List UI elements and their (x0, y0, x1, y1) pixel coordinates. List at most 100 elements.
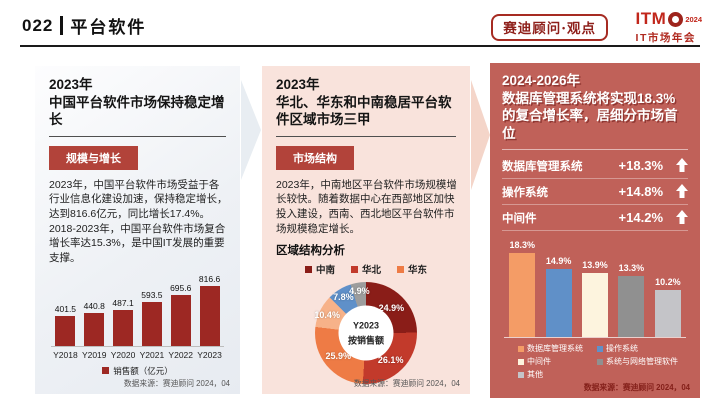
stat-value: +14.8% (618, 184, 663, 200)
panel-segment-forecast: 2024-2026年 数据库管理系统将实现18.3%的复合增长率，居细分市场首位… (490, 63, 700, 398)
sales-x-label: Y2021 (139, 349, 165, 360)
sales-bar (199, 285, 220, 346)
sales-x-labels: Y2018 Y2019 Y2020 Y2021 Y2022 Y2023 (51, 350, 224, 360)
sales-bar-group: 487.1 (109, 298, 138, 346)
growth-bar-value: 18.3% (509, 240, 535, 251)
growth-bar (618, 276, 645, 338)
legend-swatch (597, 358, 603, 365)
growth-bars: 18.3% 14.9% 13.9% 13.3% 10.2% (504, 240, 686, 339)
slide-header: 022 平台软件 (22, 13, 146, 38)
growth-bar-chart: 18.3% 14.9% 13.9% 13.3% 10.2% 数据库管理系统 中间件 其他 操作… (504, 240, 686, 380)
growth-bar (545, 268, 572, 338)
growth-bar (509, 253, 536, 338)
legend-swatch (597, 345, 603, 352)
sales-legend: 销售额（亿元） (51, 365, 224, 377)
growth-legend-item: 其他 (518, 369, 583, 380)
donut-slice-label: 4.9% (349, 285, 370, 296)
title-underline (49, 135, 226, 137)
sales-x-label: Y2018 (53, 349, 78, 360)
title-underline (502, 149, 688, 151)
header-divider (60, 16, 64, 35)
legend-swatch (304, 265, 312, 273)
sales-bar (141, 302, 162, 346)
stat-value: +14.2% (618, 210, 663, 226)
growth-bar-group: 13.3% (613, 263, 649, 338)
panel-body-text: 2023年，中南地区平台软件市场规模增长较快。随着数据中心在西部地区加快投入建设… (276, 178, 457, 235)
sales-bar-value: 401.5 (54, 304, 77, 315)
sales-bar-group: 440.8 (80, 301, 109, 346)
growth-bar (654, 290, 681, 338)
legend-label: 中南 (315, 265, 335, 277)
tag-market-structure: 市场结构 (276, 145, 354, 170)
sales-x-label: Y2022 (168, 349, 194, 360)
stat-label: 操作系统 (502, 186, 548, 199)
legend-swatch (102, 367, 110, 375)
data-source-note: 数据来源：赛迪顾问 2024，04 (123, 379, 230, 388)
legend-label: 其他 (527, 370, 543, 380)
growth-legend-item: 中间件 (518, 356, 583, 367)
up-arrow-icon (675, 158, 688, 173)
region-legend: 中南 华北 华东 (262, 262, 470, 276)
legend-swatch (518, 358, 524, 365)
legend-label: 系统与网络管理软件 (606, 357, 678, 367)
donut-slice-label: 26.1% (377, 354, 404, 365)
tag-scale-growth: 规模与增长 (49, 145, 138, 170)
legend-label: 中间件 (527, 357, 551, 367)
sales-bar-value: 816.6 (198, 273, 221, 284)
donut-slice-label: 25.9% (325, 351, 352, 362)
sales-bar-group: 816.6 (195, 274, 224, 346)
sales-x-label: Y2023 (197, 349, 222, 360)
sales-bar-group: 593.5 (137, 290, 166, 346)
data-source-note: 数据来源：赛迪顾问 2024，04 (353, 379, 460, 388)
sales-bar-group: 401.5 (51, 304, 80, 346)
legend-swatch (350, 265, 358, 273)
itmc-logo-text: ITM (635, 9, 667, 28)
growth-bar-group: 13.9% (577, 260, 613, 338)
panel-market-growth: 2023年 中国平台软件市场保持稳定增长 规模与增长 2023年，中国平台软件市… (35, 66, 240, 394)
page-number: 022 (22, 15, 54, 35)
panel-title: 2024-2026年 数据库管理系统将实现18.3%的复合增长率，居细分市场首位 (502, 73, 678, 141)
sales-x-label: Y2019 (81, 349, 107, 360)
legend-label: 数据库管理系统 (527, 344, 583, 354)
region-legend-item: 华北 (350, 262, 381, 277)
sales-bars: 401.5 440.8 487.1 593.5 695.6 816.6 (51, 270, 224, 347)
sales-bar (84, 313, 105, 346)
legend-label: 华北 (361, 265, 381, 277)
data-source-note: 数据来源：赛迪顾问 2024，04 (583, 383, 690, 392)
legend-swatch (518, 345, 524, 352)
sales-bar-value: 695.6 (170, 282, 192, 293)
region-donut-chart: 24.9% 26.1% 25.9% 10.4% 7.8% 4.9% Y2023 按销售额 (314, 282, 417, 385)
region-legend-item: 华东 (397, 262, 427, 276)
growth-bar (582, 273, 609, 338)
growth-bar-value: 13.9% (582, 260, 608, 271)
legend-label: 华东 (408, 265, 428, 277)
legend-swatch (518, 371, 524, 378)
panel-body-text: 2023年，中国平台软件市场受益于各行业信息化建设加速，保持稳定增长，达到816… (49, 178, 228, 265)
growth-bar-value: 13.3% (618, 263, 645, 274)
donut-slice-label: 7.8% (333, 291, 354, 302)
region-donut: 24.9% 26.1% 25.9% 10.4% 7.8% 4.9% (314, 282, 417, 385)
stat-value: +18.3% (618, 158, 663, 174)
page-title: 平台软件 (70, 18, 147, 37)
sales-bar (113, 309, 134, 346)
up-arrow-icon (675, 210, 688, 225)
sales-bar-value: 593.5 (141, 290, 163, 301)
growth-bar-group: 10.2% (650, 277, 686, 338)
region-legend-item: 中南 (304, 262, 335, 277)
sales-x-label: Y2020 (110, 349, 136, 360)
itmc-circle-icon (668, 11, 684, 27)
growth-bar-value: 14.9% (545, 255, 572, 266)
up-arrow-icon (675, 184, 688, 199)
panel-market-structure: 2023年 华北、华东和中南稳居平台软件区域市场三甲 市场结构 2023年，中南… (262, 66, 470, 394)
region-chart-heading: 区域结构分析 (276, 245, 345, 258)
title-underline (276, 135, 456, 137)
growth-legend-item: 系统与网络管理软件 (597, 356, 678, 367)
ccid-viewpoint-badge: 赛迪顾问·观点 (491, 14, 608, 41)
stat-label: 中间件 (502, 212, 537, 225)
sales-bar (170, 294, 191, 346)
donut-center-label: Y2023 按销售额 (338, 305, 394, 361)
legend-label: 销售额（亿元） (113, 365, 173, 376)
panel-title: 2023年 华北、华东和中南稳居平台软件区域市场三甲 (276, 77, 452, 128)
sales-bar-chart: 401.5 440.8 487.1 593.5 695.6 816.6 Y2018 Y201… (51, 270, 224, 377)
stat-row-os: 操作系统 +14.8% (502, 179, 688, 206)
